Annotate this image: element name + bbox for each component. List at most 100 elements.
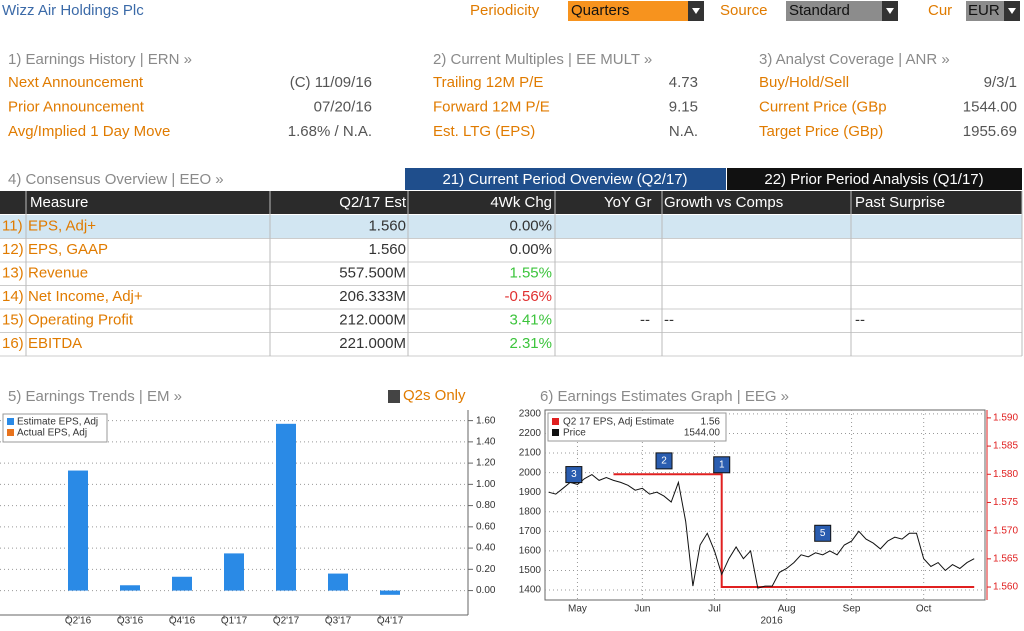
four-week-change: 1.55% [509, 265, 552, 282]
measure[interactable]: EPS, GAAP [28, 241, 108, 258]
bar [120, 585, 140, 591]
event-label: 2 [661, 456, 667, 467]
series-line [548, 474, 975, 589]
arrow-icon [1008, 8, 1016, 14]
field-value: 9.15 [669, 98, 698, 115]
filter-label[interactable]: Q2s Only [403, 387, 466, 404]
measure[interactable]: Operating Profit [28, 312, 134, 329]
field-label: Prior Announcement [8, 98, 145, 115]
source-dropdown[interactable] [786, 1, 882, 21]
y-tick-label: 1900 [519, 487, 542, 498]
x-tick-label: Q2'17 [273, 616, 300, 627]
y-tick-label: 2200 [519, 428, 542, 439]
field-label: Avg/Implied 1 Day Move [8, 123, 170, 140]
row-number: 16) [2, 335, 24, 352]
y-tick-label: 0.60 [476, 521, 496, 532]
legend-value: 1.56 [701, 417, 721, 428]
row-number: 13) [2, 265, 24, 282]
y2-tick-label: 1.580 [993, 469, 1018, 480]
y-tick-label: 1.60 [476, 415, 496, 426]
four-week-change: 0.00% [509, 241, 552, 258]
event-marker[interactable] [814, 524, 832, 542]
y-tick-label: 0.80 [476, 500, 496, 511]
arrow-icon [886, 8, 894, 14]
row-highlight [0, 215, 1022, 239]
field-value: 07/20/16 [314, 98, 372, 115]
x-tick-label: Jul [708, 604, 721, 615]
x-axis-label: 2016 [761, 616, 784, 627]
column-header: Past Surprise [855, 194, 945, 211]
estimate: 212.000M [339, 312, 406, 329]
legend-label: Actual EPS, Adj [17, 428, 87, 439]
estimate: 1.560 [368, 218, 406, 235]
y2-tick-label: 1.590 [993, 413, 1018, 424]
bar [276, 423, 296, 591]
field-value: 1544.00 [963, 98, 1017, 115]
four-week-change: 0.00% [509, 218, 552, 235]
measure[interactable]: Revenue [28, 265, 88, 282]
tab-label[interactable]: 22) Prior Period Analysis (Q1/17) [764, 171, 983, 188]
legend-label: Estimate EPS, Adj [17, 417, 98, 428]
x-tick-label: Jun [634, 604, 650, 615]
panel-title[interactable]: 3) Analyst Coverage | ANR » [759, 51, 950, 68]
field-label: Trailing 12M P/E [433, 74, 543, 91]
row-number: 12) [2, 241, 24, 258]
legend-box [2, 413, 108, 443]
event-marker[interactable] [713, 456, 731, 474]
bar [380, 590, 400, 595]
x-tick-label: Q3'16 [117, 616, 144, 627]
field-label: Target Price (GBp) [759, 123, 883, 140]
column-header: 4Wk Chg [490, 194, 552, 211]
column-header: Measure [30, 194, 88, 211]
panel-title[interactable]: 2) Current Multiples | EE MULT » [433, 51, 652, 68]
cur-value: EUR [968, 2, 1000, 19]
series-line [613, 473, 975, 588]
field-label: Est. LTG (EPS) [433, 123, 535, 140]
tab-active[interactable] [405, 168, 726, 190]
field-label: Buy/Hold/Sell [759, 74, 849, 91]
field-value: 4.73 [669, 74, 698, 91]
panel-title[interactable]: 4) Consensus Overview | EEO » [8, 171, 224, 188]
y-tick-label: 1800 [519, 506, 542, 517]
measure[interactable]: EBITDA [28, 335, 82, 352]
event-label: 1 [719, 459, 725, 470]
plot-frame [544, 409, 986, 601]
panel-title[interactable]: 1) Earnings History | ERN » [8, 51, 192, 68]
x-tick-label: May [568, 604, 587, 615]
filter-box[interactable] [388, 390, 400, 403]
measure[interactable]: Net Income, Adj+ [28, 288, 143, 305]
event-marker[interactable] [655, 452, 673, 470]
legend-label: Q2 17 EPS, Adj Estimate [563, 417, 675, 428]
column-header: YoY Gr [604, 194, 652, 211]
panel-title[interactable]: 6) Earnings Estimates Graph | EEG » [540, 388, 789, 405]
cur-dropdown[interactable] [966, 1, 1004, 21]
legend-swatch [552, 429, 559, 436]
estimate: 206.333M [339, 288, 406, 305]
field-label: Next Announcement [8, 74, 144, 91]
field-value: 9/3/1 [984, 74, 1017, 91]
panel-title[interactable]: 5) Earnings Trends | EM » [8, 388, 182, 405]
x-tick-label: Q2'16 [65, 616, 92, 627]
field-value: N.A. [669, 123, 698, 140]
table-header [0, 191, 1022, 214]
measure[interactable]: EPS, Adj+ [28, 218, 96, 235]
periodicity-dropdown[interactable] [568, 1, 688, 21]
tab-label[interactable]: 21) Current Period Overview (Q2/17) [442, 171, 687, 188]
row-number: 11) [2, 218, 23, 235]
field-value: 1.68% / N.A. [288, 123, 372, 140]
event-label: 3 [571, 469, 577, 480]
x-tick-label: Q3'17 [325, 616, 352, 627]
estimate: 221.000M [339, 335, 406, 352]
y-tick-label: 1700 [519, 526, 542, 537]
tab[interactable] [727, 168, 1022, 190]
event-marker[interactable] [565, 466, 583, 484]
four-week-change: 3.41% [509, 312, 552, 329]
cell-comps: -- [664, 312, 674, 329]
legend-swatch [7, 429, 14, 436]
y-tick-label: 0.20 [476, 564, 496, 575]
column-header: Growth vs Comps [664, 194, 783, 211]
y2-tick-label: 1.570 [993, 525, 1018, 536]
x-tick-label: Aug [778, 604, 796, 615]
y2-tick-label: 1.585 [993, 441, 1018, 452]
